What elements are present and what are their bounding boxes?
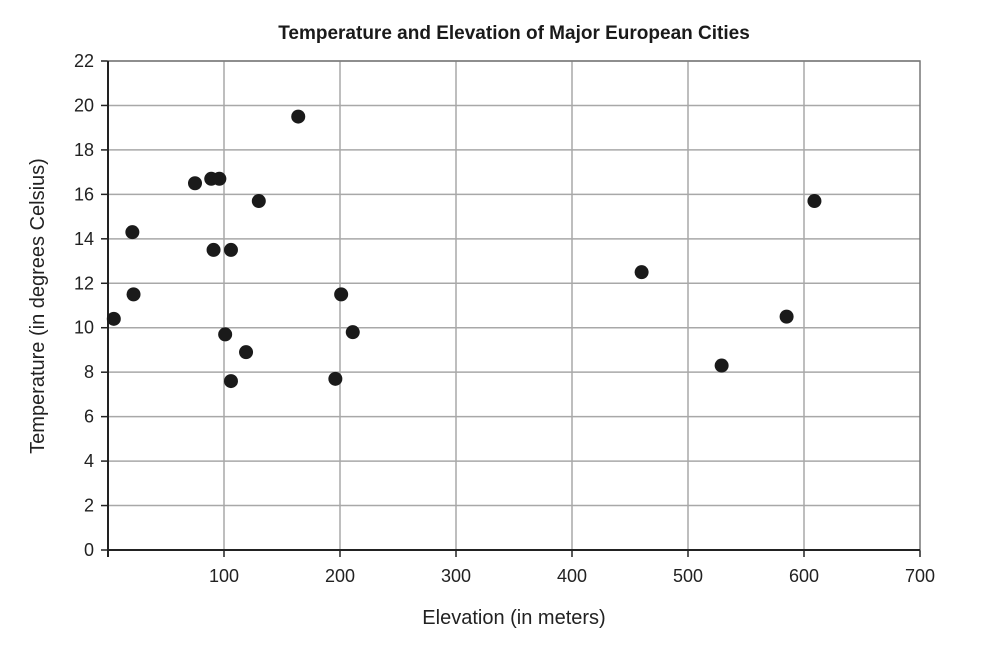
data-point — [126, 287, 141, 302]
y-tick-label: 18 — [74, 140, 94, 160]
y-tick-label: 22 — [74, 51, 94, 71]
y-tick-label: 20 — [74, 95, 94, 115]
y-axis-label: Temperature (in degrees Celsius) — [27, 158, 49, 454]
data-point — [212, 171, 227, 186]
data-point — [345, 325, 360, 340]
y-tick-label: 8 — [84, 362, 94, 382]
y-tick-label: 10 — [74, 318, 94, 338]
y-tick-label: 16 — [74, 184, 94, 204]
plot-frame — [107, 60, 921, 551]
data-point — [223, 242, 238, 257]
y-tick-label: 12 — [74, 273, 94, 293]
data-point — [328, 371, 343, 386]
y-tick-label: 4 — [84, 451, 94, 471]
data-point — [714, 358, 729, 373]
x-tick-label: 400 — [557, 566, 587, 586]
y-tick-label: 0 — [84, 540, 94, 560]
data-point — [218, 327, 233, 342]
data-point — [106, 311, 121, 326]
tick-labels: 0 2 4 6 8 10 12 14 16 18 20 22 100 200 300 400 500 600 700 — [74, 51, 935, 586]
axes — [101, 60, 921, 557]
x-axis-label: Elevation (in meters) — [422, 607, 605, 629]
y-tick-label: 6 — [84, 407, 94, 427]
data-point — [251, 194, 266, 209]
y-tick-label: 14 — [74, 229, 94, 249]
x-tick-label: 200 — [325, 566, 355, 586]
x-tick-label: 500 — [673, 566, 703, 586]
y-tick-label: 2 — [84, 496, 94, 516]
grid — [108, 60, 920, 550]
x-tick-label: 100 — [209, 566, 239, 586]
data-point — [188, 176, 202, 191]
data-point — [223, 374, 238, 389]
data-point — [291, 109, 306, 124]
data-point — [125, 225, 140, 240]
x-tick-label: 700 — [905, 566, 935, 586]
x-tick-label: 300 — [441, 566, 471, 586]
x-tick-label: 600 — [789, 566, 819, 586]
data-point — [206, 242, 221, 257]
data-point — [779, 309, 794, 324]
data-point — [634, 265, 649, 280]
data-point — [807, 194, 822, 209]
data-point — [334, 287, 349, 302]
data-points — [106, 109, 822, 389]
data-point — [239, 345, 254, 360]
chart-title: Temperature and Elevation of Major Europ… — [278, 23, 750, 44]
